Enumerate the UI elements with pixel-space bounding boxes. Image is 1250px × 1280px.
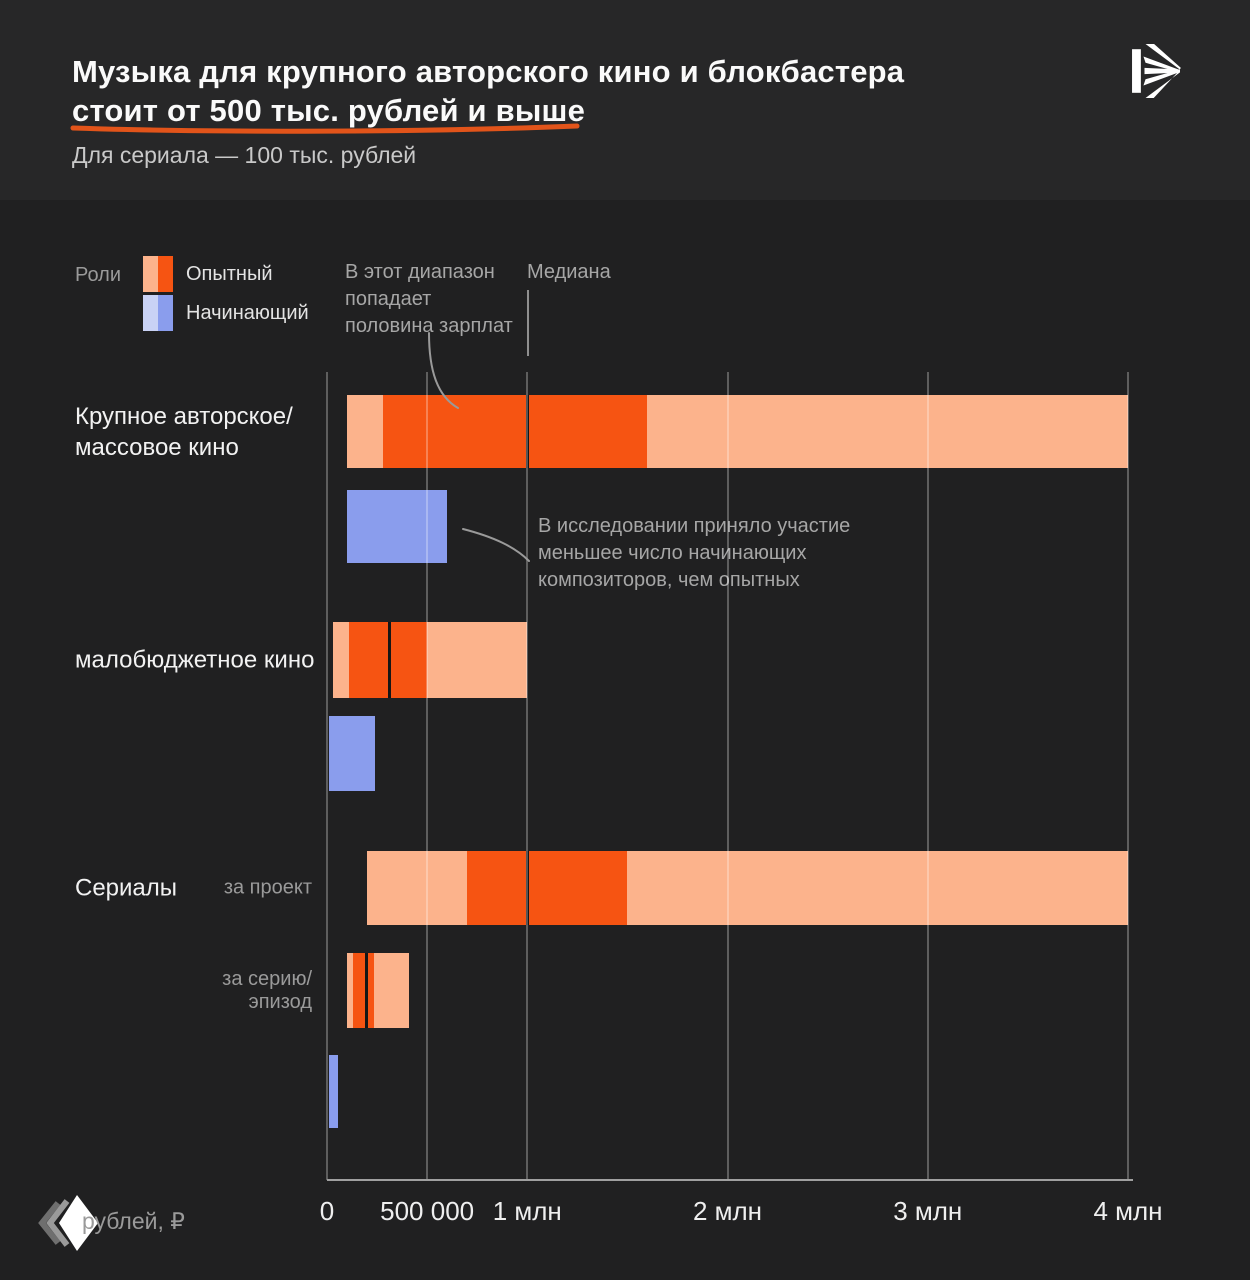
salary-iqr-bar xyxy=(353,953,375,1028)
page-title-line1: Музыка для крупного авторского кино и бл… xyxy=(72,54,905,89)
bar-row xyxy=(327,851,1128,925)
salary-range-bar xyxy=(329,1055,338,1128)
salary-range-bar xyxy=(329,716,376,791)
gridline-2млн xyxy=(726,372,729,1180)
median-line xyxy=(387,622,391,698)
median-line xyxy=(525,395,529,468)
x-tick-3млн: 3 млн xyxy=(893,1196,963,1226)
legend-title: Роли xyxy=(75,264,121,286)
x-tick-500000: 500 000 xyxy=(380,1196,475,1226)
category-label: Сериалы xyxy=(75,874,178,902)
bar-row xyxy=(327,1055,1128,1128)
x-tick-0: 0 xyxy=(319,1196,335,1226)
gridline-4млн xyxy=(1127,372,1129,1180)
gridline-3млн xyxy=(926,372,929,1180)
header-band xyxy=(0,0,1250,200)
category-label: Крупное авторское/ массовое кино xyxy=(75,402,293,461)
category-sublabel: за серию/эпизод xyxy=(222,967,312,1013)
x-tick-4млн: 4 млн xyxy=(1093,1196,1163,1226)
x-axis-line xyxy=(327,1179,1133,1181)
median-line xyxy=(364,953,368,1028)
legend-swatch-experienced xyxy=(143,256,173,292)
x-tick-1млн: 1 млн xyxy=(492,1196,562,1226)
gridline-1млн xyxy=(526,372,529,1180)
bar-row xyxy=(327,716,1128,791)
bar-row xyxy=(327,953,1128,1028)
gridline-500000 xyxy=(426,372,429,1180)
x-tick-2млн: 2 млн xyxy=(692,1196,763,1226)
bar-row xyxy=(327,622,1128,698)
gridline-0 xyxy=(326,372,328,1180)
salary-iqr-bar xyxy=(383,395,648,468)
bar-row xyxy=(327,395,1128,468)
page-subtitle: Для сериала — 100 тыс. рублей xyxy=(72,142,417,168)
median-line xyxy=(525,851,529,925)
median-pointer-line xyxy=(527,290,529,356)
page-title-line2: стоит от 500 тыс. рублей и выше xyxy=(72,93,586,128)
legend-label-beginner: Начинающий xyxy=(186,302,309,324)
salary-iqr-bar xyxy=(467,851,628,925)
kinopoisk-logo-icon xyxy=(1132,44,1181,98)
beginner-annotation: В исследовании приняло участие меньшее ч… xyxy=(538,515,851,591)
legend-swatch-beginner xyxy=(143,295,173,331)
bar-row xyxy=(327,490,1128,563)
legend-label-experienced: Опытный xyxy=(186,263,273,285)
title-underline xyxy=(70,123,580,134)
median-annotation-label: Медиана xyxy=(527,261,611,283)
brand-diamond-icon xyxy=(38,1195,98,1251)
iqr-annotation: В этот диапазон попадает половина зарпла… xyxy=(345,261,513,337)
salary-range-bar xyxy=(347,490,448,563)
axis-unit-label: рублей, ₽ xyxy=(82,1208,185,1234)
category-label: малобюджетное кино xyxy=(75,646,315,674)
category-sublabel: за проект xyxy=(223,876,312,899)
